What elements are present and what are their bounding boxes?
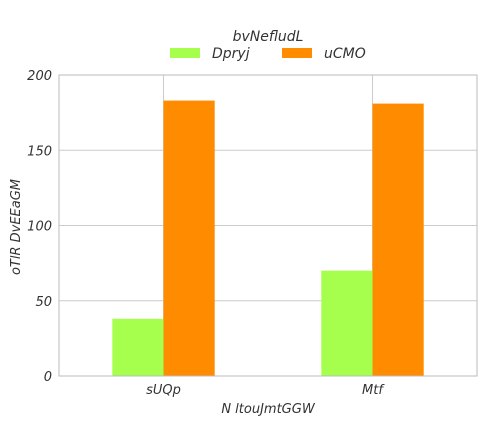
y-tick-label-0: 0 (44, 370, 52, 385)
plot-frame (58, 74, 478, 377)
legend: bvNefludL Dpryj uCMO (170, 29, 366, 62)
bar-uCMO-sUQp (163, 100, 215, 377)
x-tick-label-1: Mtf (362, 383, 385, 398)
y-tick-label-4: 200 (27, 69, 52, 84)
legend-title: bvNefludL (233, 29, 304, 45)
bar-Dpryj-Mtf (321, 270, 373, 376)
bar-Dpryj-sUQp (112, 318, 164, 376)
y-tick-label-1: 50 (35, 295, 52, 310)
y-axis-label: oTlR DvEEaGM (9, 179, 24, 275)
x-tick-label-0: sUQp (146, 383, 181, 398)
x-axis-label: N ltouJmtGGW (221, 402, 316, 417)
axes-layer: 0 50 100 150 200 sUQp Mtf (27, 69, 478, 398)
bar-uCMO-Mtf (372, 103, 424, 376)
y-tick-label-3: 150 (27, 144, 52, 159)
legend-swatch-uCMO (282, 48, 312, 58)
bars-layer (112, 100, 424, 377)
legend-label-uCMO: uCMO (324, 46, 366, 62)
legend-swatch-Dpryj (170, 48, 200, 58)
legend-label-Dpryj: Dpryj (212, 46, 250, 62)
y-tick-label-2: 100 (27, 220, 52, 235)
